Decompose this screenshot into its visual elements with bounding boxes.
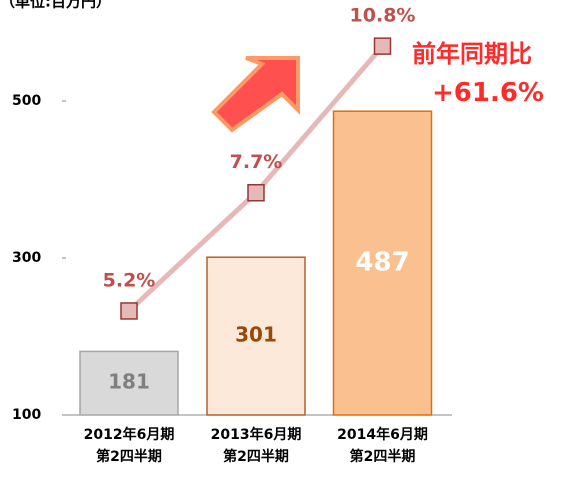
unit-label: （単位:百万円） <box>0 0 111 11</box>
bar <box>79 350 179 416</box>
marker <box>247 183 265 202</box>
annotation: +61.6% <box>432 78 544 108</box>
bar <box>332 110 433 416</box>
y-tick-label: 100 <box>12 407 41 423</box>
marker <box>120 302 138 320</box>
annotation: 前年同期比 <box>412 40 532 68</box>
x-tick-label: 2012年6月期 第2四半期 <box>83 427 175 465</box>
data-label: 10.8% <box>350 5 416 27</box>
bar <box>206 256 306 416</box>
marker <box>373 37 392 55</box>
y-tick-label: 300 <box>12 250 41 266</box>
data-label: 7.7% <box>230 151 283 173</box>
y-tick-label: 500 <box>12 93 41 109</box>
up-arrow <box>211 56 300 133</box>
bar-label: 301 <box>235 323 277 347</box>
bar-label: 487 <box>355 248 409 278</box>
data-label: 5.2% <box>103 269 156 291</box>
bar-label: 181 <box>108 370 150 394</box>
x-tick-label: 2014年6月期 第2四半期 <box>337 427 428 465</box>
x-tick-label: 2013年6月期 第2四半期 <box>210 427 302 465</box>
